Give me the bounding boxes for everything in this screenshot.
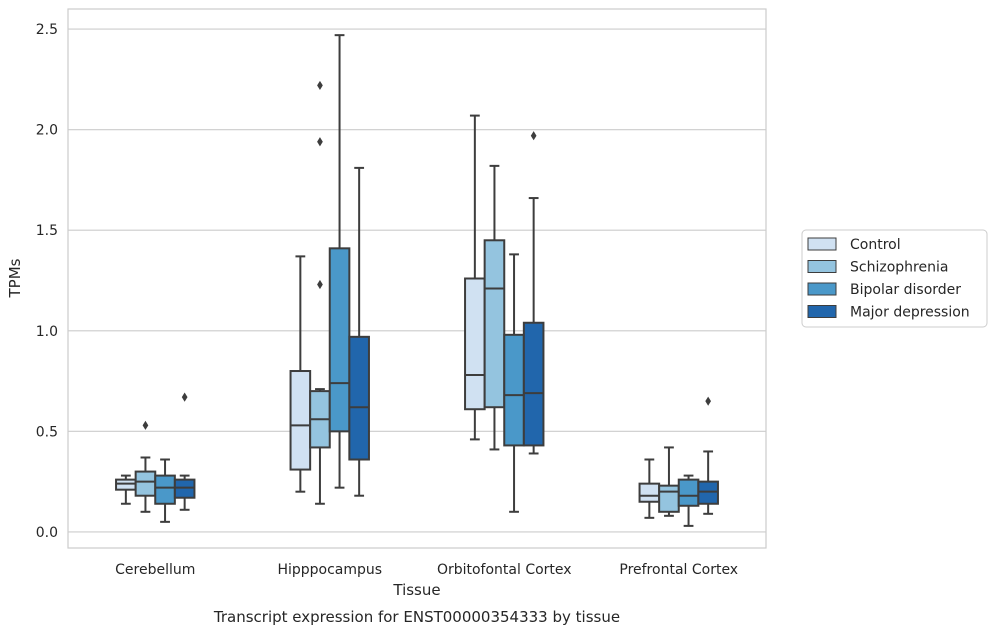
box-group [522, 131, 545, 455]
plot-frame [67, 8, 767, 549]
legend-swatch [807, 305, 837, 318]
outlier-point [317, 80, 323, 91]
legend-frame [801, 229, 988, 328]
box [697, 480, 719, 505]
outlier-point [181, 392, 188, 402]
box [134, 470, 157, 497]
box [154, 474, 176, 505]
box [522, 321, 545, 447]
box-group [464, 114, 486, 441]
y-tick-label: 1.5 [36, 223, 58, 239]
box [503, 333, 525, 447]
box-group [289, 255, 312, 493]
y-tick-label: 2.5 [36, 22, 58, 38]
box [677, 478, 700, 507]
legend-swatch [807, 237, 837, 251]
y-tick-label: 2.0 [36, 123, 58, 139]
legend-label: Control [850, 237, 901, 253]
y-tick-label: 0.0 [36, 525, 58, 541]
box-group [328, 34, 351, 489]
outlier-point [705, 396, 712, 406]
box [173, 478, 196, 499]
legend-swatch [807, 260, 837, 273]
x-tick-label: Orbitofontal Cortex [437, 562, 572, 578]
y-tick-labels: 0.0 0.5 1.0 1.5 2.0 2.5 [36, 22, 58, 541]
box-group [638, 458, 661, 519]
box-group [677, 474, 700, 527]
box-group [115, 474, 137, 505]
box-groups [115, 34, 719, 527]
box [289, 370, 312, 471]
legend-swatch [807, 282, 837, 296]
box [638, 482, 661, 503]
gridlines [68, 28, 766, 533]
box [328, 247, 351, 433]
box-group [658, 446, 680, 517]
x-tick-label: Hipppocampus [277, 562, 382, 578]
chart-caption: Transcript expression for ENST0000035433… [213, 608, 620, 626]
outlier-point [317, 279, 323, 290]
x-tick-labels: Cerebellum Hipppocampus Orbitofontal Corte… [115, 562, 738, 578]
box-group [483, 164, 506, 451]
box-group [173, 392, 196, 511]
legend-label: Schizophrenia [850, 260, 948, 276]
box [348, 335, 370, 461]
y-tick-label: 0.5 [36, 424, 58, 440]
legend-label: Bipolar disorder [850, 282, 961, 298]
box [658, 484, 680, 513]
legend-label: Major depression [850, 305, 970, 321]
x-axis-label: Tissue [392, 581, 440, 599]
box-group [503, 253, 525, 513]
box [483, 239, 506, 409]
box-group [134, 420, 157, 513]
outlier-point [317, 137, 323, 147]
x-tick-label: Cerebellum [115, 562, 195, 578]
box-group [697, 396, 719, 515]
y-tick-label: 1.0 [36, 324, 58, 340]
box-group [309, 80, 331, 505]
legend: Control Schizophrenia Bipolar disorder Majo… [801, 229, 988, 328]
x-tick-label: Prefrontal Cortex [619, 562, 738, 578]
outlier-point [142, 420, 149, 430]
outlier-point [530, 131, 537, 141]
box-group [348, 166, 370, 497]
box-group [154, 458, 176, 523]
y-axis-label: TPMs [6, 258, 24, 298]
box [115, 478, 137, 491]
box [464, 277, 486, 411]
